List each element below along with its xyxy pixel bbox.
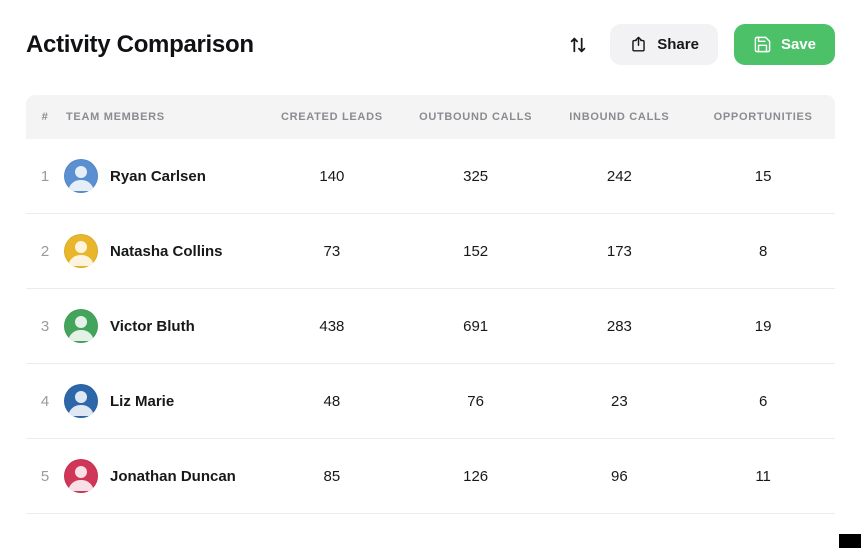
cell-opportunities: 15 bbox=[754, 167, 772, 185]
row-rank: 3 bbox=[40, 317, 50, 335]
cell-inbound-calls: 283 bbox=[606, 317, 632, 335]
cell-created-leads: 140 bbox=[319, 167, 345, 185]
cell-inbound-calls: 23 bbox=[611, 392, 628, 410]
cell-outbound-calls: 152 bbox=[463, 242, 489, 260]
header-outbound-calls: Outbound Calls bbox=[419, 111, 533, 123]
member-cell: Victor Bluth bbox=[64, 309, 260, 343]
member-avatar bbox=[64, 159, 98, 193]
row-rank: 4 bbox=[40, 392, 50, 410]
member-avatar bbox=[64, 459, 98, 493]
header-created-leads: Created Leads bbox=[280, 111, 383, 123]
cell-outbound-calls: 325 bbox=[463, 167, 489, 185]
member-cell: Ryan Carlsen bbox=[64, 159, 260, 193]
header-team-members: Team Members bbox=[66, 111, 165, 123]
member-name: Natasha Collins bbox=[110, 242, 223, 260]
cell-outbound-calls: 76 bbox=[467, 392, 484, 410]
share-icon bbox=[629, 35, 648, 54]
table-row: 3 Victor Bluth 438 691 283 19 bbox=[26, 289, 835, 364]
table-row: 4 Liz Marie 48 76 23 6 bbox=[26, 364, 835, 439]
save-button[interactable]: Save bbox=[733, 24, 835, 65]
table-row: 1 Ryan Carlsen 140 325 242 15 bbox=[26, 139, 835, 214]
row-rank: 1 bbox=[40, 167, 50, 185]
header-rank: # bbox=[41, 111, 49, 123]
cell-inbound-calls: 173 bbox=[606, 242, 632, 260]
cell-created-leads: 438 bbox=[319, 317, 345, 335]
member-name: Jonathan Duncan bbox=[110, 467, 236, 485]
cell-outbound-calls: 691 bbox=[463, 317, 489, 335]
activity-table: # Team Members Created Leads Outbound Ca… bbox=[26, 95, 835, 514]
member-cell: Liz Marie bbox=[64, 384, 260, 418]
row-rank: 2 bbox=[40, 242, 50, 260]
cell-created-leads: 48 bbox=[323, 392, 341, 410]
cell-outbound-calls: 126 bbox=[463, 467, 489, 485]
toolbar-actions: Share Save bbox=[562, 24, 835, 65]
topbar: Activity Comparison Share bbox=[0, 0, 861, 65]
share-label: Share bbox=[657, 36, 699, 53]
member-name: Victor Bluth bbox=[110, 317, 195, 335]
table-row: 5 Jonathan Duncan 85 126 96 11 bbox=[26, 439, 835, 514]
member-cell: Jonathan Duncan bbox=[64, 459, 260, 493]
member-avatar bbox=[64, 384, 98, 418]
member-avatar bbox=[64, 234, 98, 268]
cell-inbound-calls: 242 bbox=[606, 167, 632, 185]
table-header: # Team Members Created Leads Outbound Ca… bbox=[26, 95, 835, 139]
sort-arrows-icon bbox=[567, 34, 589, 56]
cell-created-leads: 73 bbox=[323, 242, 341, 260]
cell-opportunities: 11 bbox=[755, 467, 771, 485]
member-name: Liz Marie bbox=[110, 392, 175, 410]
sort-button[interactable] bbox=[562, 29, 594, 61]
member-cell: Natasha Collins bbox=[64, 234, 260, 268]
save-label: Save bbox=[780, 36, 816, 53]
table-row: 2 Natasha Collins 73 152 173 8 bbox=[26, 214, 835, 289]
page-title: Activity Comparison bbox=[26, 30, 254, 58]
cell-opportunities: 6 bbox=[758, 392, 768, 410]
cell-opportunities: 8 bbox=[758, 242, 768, 260]
cell-inbound-calls: 96 bbox=[611, 467, 628, 485]
header-inbound-calls: Inbound Calls bbox=[569, 111, 670, 123]
screen-corner-artifact bbox=[839, 534, 861, 548]
member-avatar bbox=[64, 309, 98, 343]
row-rank: 5 bbox=[40, 467, 50, 485]
member-name: Ryan Carlsen bbox=[110, 167, 206, 185]
cell-opportunities: 19 bbox=[754, 317, 772, 335]
share-button[interactable]: Share bbox=[610, 24, 718, 65]
cell-created-leads: 85 bbox=[323, 467, 341, 485]
save-floppy-icon bbox=[753, 35, 772, 54]
header-opportunities: Opportunities bbox=[713, 111, 813, 123]
